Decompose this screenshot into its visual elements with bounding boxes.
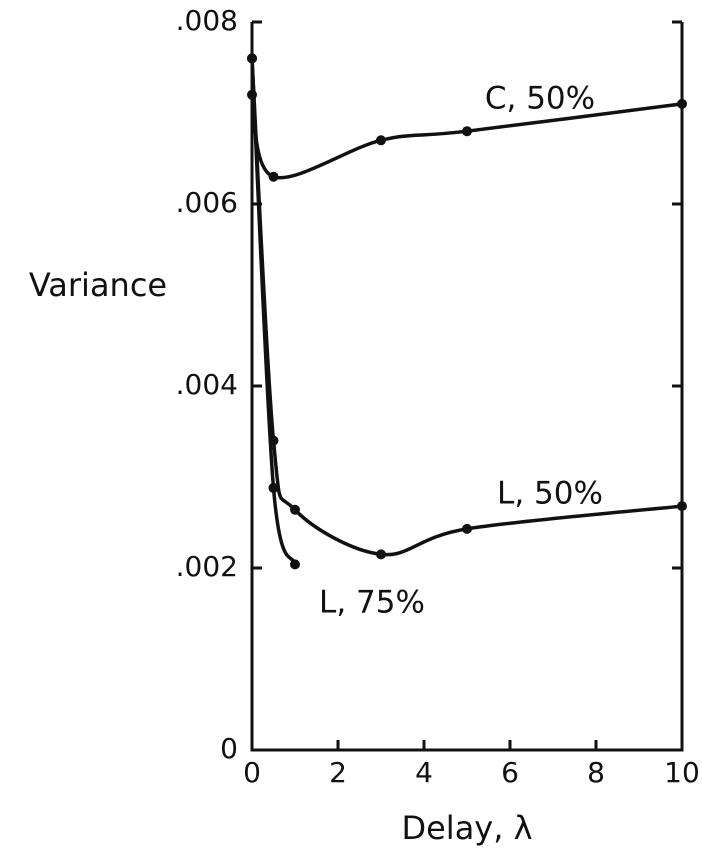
point (376, 549, 386, 560)
x-tick-label: 4 (415, 756, 433, 789)
point (462, 126, 472, 137)
y-tick-label: .006 (176, 186, 238, 219)
line (250, 94, 683, 180)
x-tick-label: 2 (329, 756, 347, 789)
point (290, 559, 300, 570)
x-tick-label: 0 (243, 756, 261, 789)
y-tick-label: .008 (176, 4, 238, 37)
x-tick-label: 10 (664, 756, 700, 789)
y-tick-label: 0 (220, 732, 238, 765)
line (250, 58, 297, 565)
series-label: L, 75% (319, 585, 425, 621)
x-tick-label: 8 (587, 756, 605, 789)
point (376, 135, 386, 146)
point (247, 53, 257, 64)
point (268, 482, 279, 493)
point (290, 504, 300, 515)
x-axis-label: Delay, λ (401, 809, 532, 847)
series-label: C, 50% (485, 81, 595, 117)
series-label: L, 50% (497, 476, 603, 512)
point (677, 501, 687, 512)
x-tick-label: 6 (501, 756, 519, 789)
point (268, 171, 279, 182)
y-axis-label: Variance (29, 266, 167, 304)
point (462, 523, 472, 534)
y-tick-label: .002 (176, 550, 238, 583)
y-tick-label: .004 (176, 368, 238, 401)
point (677, 98, 687, 109)
